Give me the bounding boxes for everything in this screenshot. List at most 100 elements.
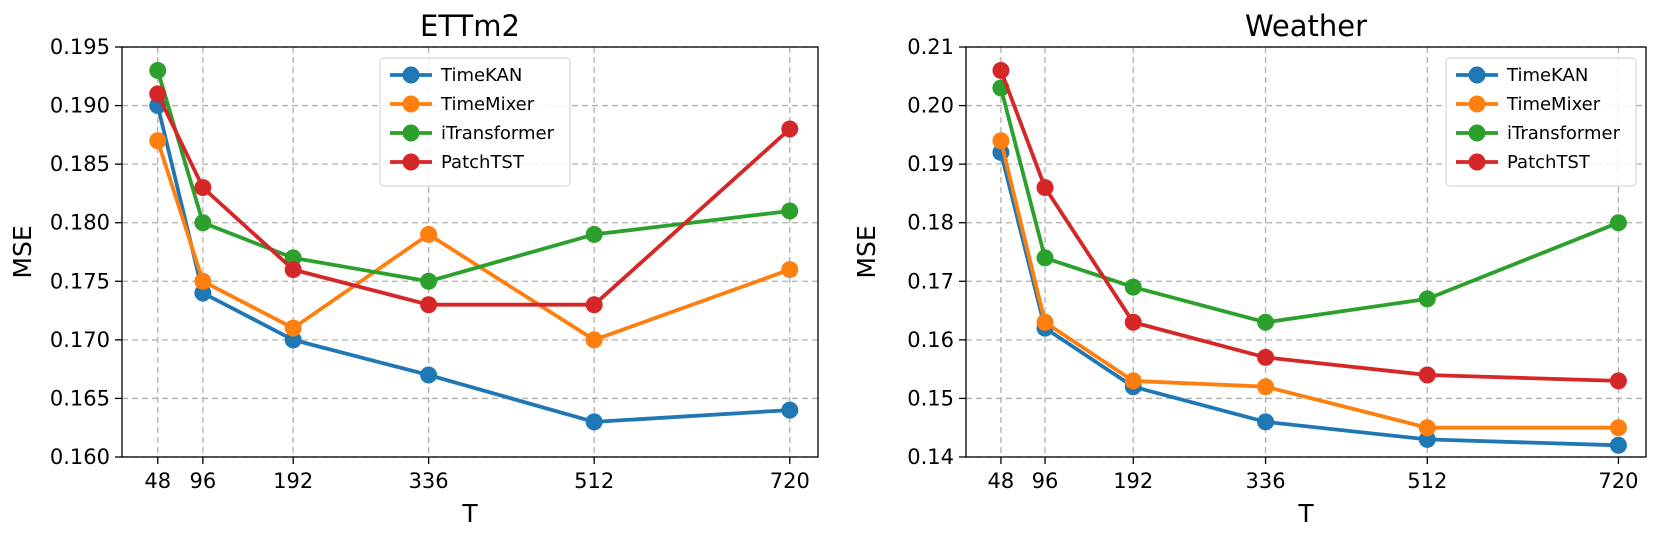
data-point [420, 366, 438, 384]
data-point [1609, 436, 1627, 454]
data-point [1036, 179, 1054, 197]
legend-marker [1468, 124, 1486, 142]
data-point [149, 61, 167, 79]
x-tick-label: 96 [190, 469, 217, 493]
data-point [1124, 372, 1142, 390]
plot-frame [965, 46, 1647, 458]
y-axis-label: MSE [8, 225, 37, 278]
data-point [194, 284, 212, 302]
x-tick-label: 336 [1246, 469, 1286, 493]
y-tick-label: 0.170 [50, 328, 110, 352]
legend-box [379, 57, 571, 187]
data-point [781, 202, 799, 220]
data-point [781, 261, 799, 279]
legend-label: TimeMixer [440, 94, 535, 115]
data-point [284, 331, 302, 349]
x-tick-label: 192 [1113, 469, 1153, 493]
series-line [999, 69, 1619, 383]
data-point [194, 272, 212, 290]
x-tick-label: 512 [574, 469, 614, 493]
y-tick-label: 0.16 [907, 328, 954, 352]
data-point [585, 225, 603, 243]
y-tick-label: 0.18 [907, 211, 954, 235]
legend-label: TimeMixer [1506, 94, 1601, 115]
data-point [585, 331, 603, 349]
data-point [284, 319, 302, 337]
chart-title: Weather [1245, 9, 1367, 43]
data-point [149, 132, 167, 150]
data-point [420, 272, 438, 290]
legend-marker [402, 66, 420, 84]
y-tick-label: 0.20 [907, 94, 954, 118]
y-tick-label: 0.165 [50, 386, 110, 410]
data-point [781, 120, 799, 138]
data-point [1418, 430, 1436, 448]
data-point [1257, 413, 1275, 431]
y-tick-label: 0.19 [907, 152, 954, 176]
data-point [1124, 313, 1142, 331]
series-line [999, 151, 1619, 448]
plot-frame [121, 46, 819, 458]
y-tick-label: 0.180 [50, 211, 110, 235]
data-point [194, 179, 212, 197]
x-tick-label: 96 [1032, 469, 1059, 493]
data-point [1036, 249, 1054, 267]
x-tick-label: 336 [409, 469, 449, 493]
x-axis-label: T [461, 499, 478, 528]
y-tick-label: 0.175 [50, 269, 110, 293]
series-line [155, 140, 791, 342]
series-line [155, 69, 791, 284]
data-point [1257, 313, 1275, 331]
chart-weather: 48 96 192 336 512 720 0.14 0.15 0.16 0.17 0.18 0.19… [852, 9, 1647, 528]
data-point [585, 296, 603, 314]
x-tick-label: 48 [988, 469, 1015, 493]
y-tick-label: 0.185 [50, 152, 110, 176]
data-point [1036, 313, 1054, 331]
legend-marker [402, 95, 420, 113]
legend: TimeKAN TimeMixer iTransformer PatchTST [1445, 57, 1637, 187]
legend-label: iTransformer [441, 123, 555, 144]
data-point [1609, 372, 1627, 390]
legend-label: TimeKAN [1506, 65, 1588, 86]
y-axis-label: MSE [852, 225, 881, 278]
x-tick-label: 720 [770, 469, 810, 493]
data-point [194, 214, 212, 232]
y-tick-label: 0.21 [907, 35, 954, 59]
data-point [420, 296, 438, 314]
data-point [420, 225, 438, 243]
x-tick-label: 720 [1598, 469, 1638, 493]
data-point [1418, 366, 1436, 384]
x-tick-label: 48 [144, 469, 171, 493]
chart-title: ETTm2 [420, 9, 520, 43]
data-point [284, 249, 302, 267]
legend-marker [1468, 66, 1486, 84]
data-point [585, 413, 603, 431]
data-point [1418, 419, 1436, 437]
data-point [1418, 290, 1436, 308]
legend-label: PatchTST [441, 152, 525, 173]
data-point [1609, 214, 1627, 232]
data-point [1257, 348, 1275, 366]
data-point [1257, 378, 1275, 396]
legend-marker [1468, 95, 1486, 113]
y-tick-label: 0.195 [50, 35, 110, 59]
chart-ettm2: 48 96 192 336 512 720 0.160 0.165 0.170 0.175 0.18… [8, 9, 819, 528]
data-point [1124, 278, 1142, 296]
legend-marker [402, 153, 420, 171]
x-tick-label: 192 [273, 469, 313, 493]
series-line [999, 140, 1619, 430]
data-point [781, 401, 799, 419]
legend-label: TimeKAN [440, 65, 522, 86]
data-point [1609, 419, 1627, 437]
legend-label: PatchTST [1507, 152, 1591, 173]
legend-label: iTransformer [1507, 123, 1621, 144]
legend-marker [1468, 153, 1486, 171]
y-tick-label: 0.160 [50, 445, 110, 469]
y-tick-label: 0.15 [907, 386, 954, 410]
series-line [999, 87, 1620, 325]
y-tick-label: 0.190 [50, 94, 110, 118]
x-tick-label: 512 [1407, 469, 1447, 493]
data-point [284, 261, 302, 279]
legend: TimeKAN TimeMixer iTransformer PatchTST [379, 57, 571, 187]
